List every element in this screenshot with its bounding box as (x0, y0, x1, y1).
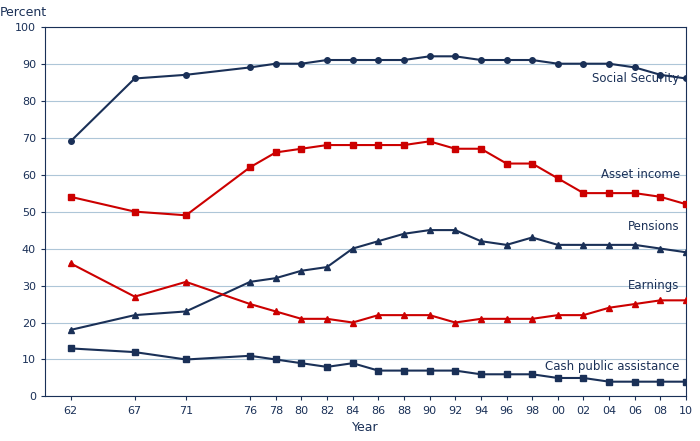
Text: Asset income: Asset income (601, 168, 680, 181)
Text: Pensions: Pensions (628, 220, 680, 233)
Text: Earnings: Earnings (629, 279, 680, 292)
Text: Social Security: Social Security (592, 72, 680, 85)
X-axis label: Year: Year (352, 421, 379, 434)
Text: Percent: Percent (0, 6, 47, 19)
Text: Cash public assistance: Cash public assistance (545, 360, 680, 374)
